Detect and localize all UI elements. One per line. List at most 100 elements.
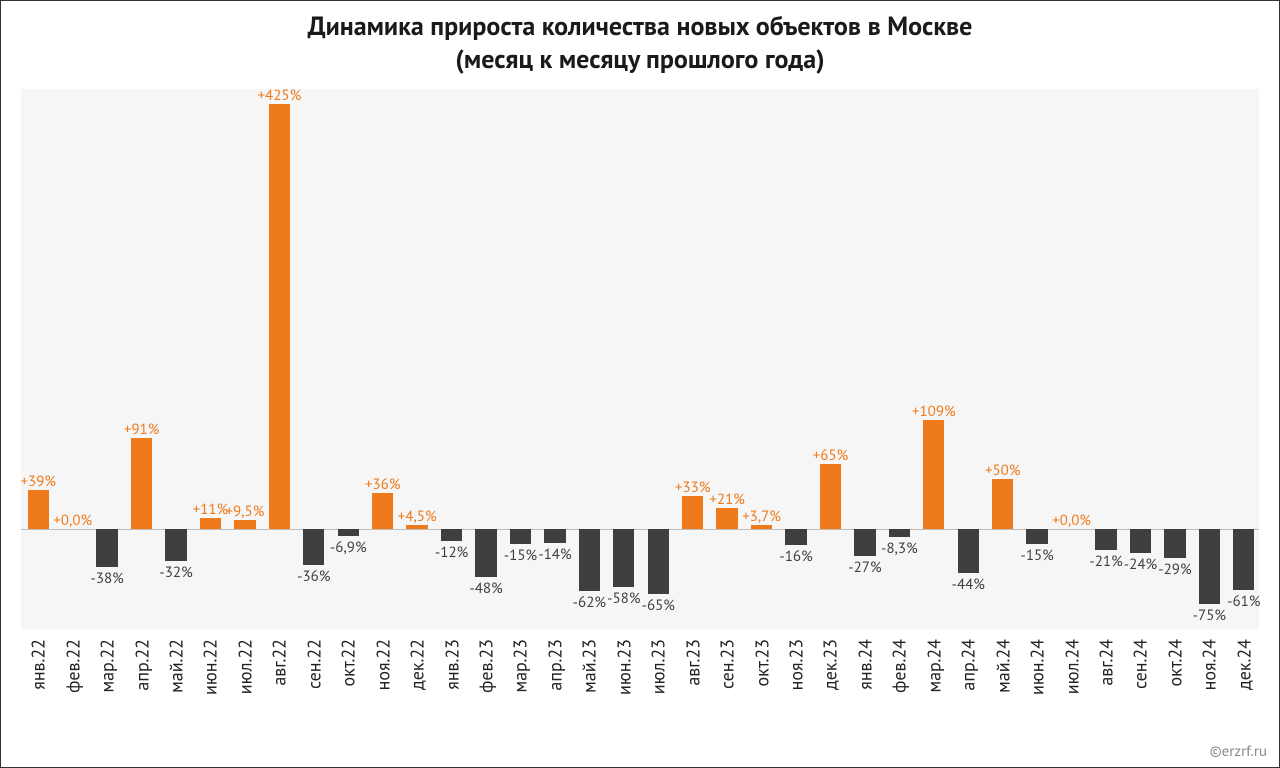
bar [1199,529,1220,604]
x-axis-label: окт.24 [1163,639,1186,686]
bar-value-label: +3,7% [742,507,781,526]
bar-value-label: -61% [1227,592,1260,611]
bar [1026,529,1047,544]
bar-value-label: -16% [779,547,812,566]
bar-value-label: -36% [297,567,330,586]
bar [613,529,634,587]
bar-value-label: -75% [1193,606,1226,625]
x-axis-label: мар.24 [922,639,945,693]
bar-value-label: +65% [813,446,849,465]
bar [234,520,255,530]
bar [338,529,359,536]
bar [682,496,703,529]
x-axis-label: ноя.22 [371,639,394,690]
bar [544,529,565,543]
bar-value-label: -62% [573,593,606,612]
bar-value-label: -15% [1020,546,1053,565]
x-axis-label: сен.24 [1129,639,1152,689]
x-axis-label: ноя.24 [1198,639,1221,690]
bar-value-label: +4,5% [398,507,437,526]
bar-value-label: -29% [1158,560,1191,579]
chart-title-line1: Динамика прироста количества новых объек… [1,11,1279,44]
bar-value-label: +36% [365,475,401,494]
x-axis-label: янв.23 [440,639,463,690]
x-axis-label: мар.23 [509,639,532,693]
x-axis-label: июн.23 [612,639,635,695]
x-axis-label: мар.22 [96,639,119,693]
bar-value-label: -48% [469,579,502,598]
x-axis-label: янв.22 [27,639,50,690]
x-axis-label: авг.23 [681,639,704,686]
bar-value-label: -12% [435,543,468,562]
bar-value-label: +39% [20,472,56,491]
x-axis-label: янв.24 [853,639,876,690]
x-axis-label: июл.24 [1060,639,1083,694]
x-axis-label: фев.23 [475,639,498,693]
bar-value-label: +425% [257,86,301,105]
x-axis-label: фев.24 [888,639,911,693]
x-axis-label: ноя.23 [785,639,808,690]
x-axis-label: авг.24 [1095,639,1118,686]
bar [510,529,531,544]
bar-value-label: -21% [1089,552,1122,571]
bar [1095,529,1116,550]
bar [1233,529,1254,590]
bar-value-label: -58% [607,589,640,608]
bar-value-label: -65% [642,596,675,615]
x-axis-label: авг.22 [268,639,291,686]
bar [441,529,462,541]
bar-value-label: -8,3% [881,539,918,558]
chart-frame: Динамика прироста количества новых объек… [0,0,1280,768]
bar [958,529,979,573]
bar [165,529,186,561]
plot-area: +39%+0,0%-38%+91%-32%+11%+9,5%+425%-36%-… [21,89,1259,629]
bar [923,420,944,529]
bar [96,529,117,567]
bar-value-label: +50% [985,461,1021,480]
bar-value-label: +33% [675,478,711,497]
bar-value-label: -6,9% [330,538,367,557]
x-axis: янв.22 фев.22 мар.22 апр.22 май.22 июн.22 июл.… [21,633,1259,743]
credit-text: ©erzrf.ru [1210,742,1267,761]
bar-value-label: -14% [538,545,571,564]
chart-title-line2: (месяц к месяцу прошлого года) [1,44,1279,77]
x-axis-label: май.22 [165,639,188,693]
x-axis-label: дек.22 [406,639,429,690]
x-axis-label: май.24 [991,639,1014,693]
bar [28,490,49,529]
bar [303,529,324,565]
bar-value-label: +0,0% [1052,511,1091,530]
bar-value-label: +91% [124,420,160,439]
bar [1130,529,1151,553]
bar [992,479,1013,529]
bar [579,529,600,591]
x-axis-label: май.23 [578,639,601,693]
bar-value-label: +21% [709,490,745,509]
x-axis-label: дек.24 [1232,639,1255,690]
bar-value-label: -27% [848,558,881,577]
x-axis-label: июн.22 [199,639,222,695]
x-axis-label: июн.24 [1026,639,1049,695]
x-axis-label: фев.22 [61,639,84,693]
bar-value-label: +11% [193,500,229,519]
bar [889,529,910,537]
chart-title: Динамика прироста количества новых объек… [1,11,1279,76]
bar [820,464,841,529]
bar [200,518,221,529]
bar [131,438,152,529]
bar-value-label: +0,0% [53,511,92,530]
x-axis-label: апр.22 [130,639,153,691]
bar [854,529,875,556]
bar-value-label: +109% [912,402,956,421]
bar [1164,529,1185,558]
bar-value-label: -15% [504,546,537,565]
bar-value-label: -32% [159,563,192,582]
bar [269,104,290,529]
plot-background [21,89,1259,629]
x-axis-label: окт.23 [750,639,773,686]
bar [785,529,806,545]
bar [716,508,737,529]
bar-value-label: -38% [90,569,123,588]
x-axis-label: сен.23 [716,639,739,689]
bar [648,529,669,594]
